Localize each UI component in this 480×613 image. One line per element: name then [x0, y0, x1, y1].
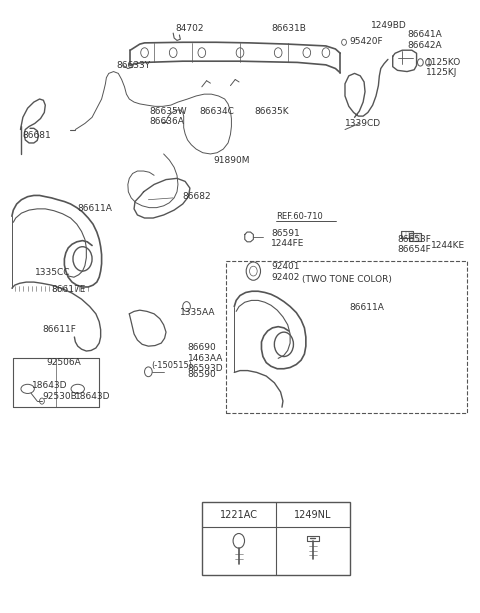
Text: 86642A: 86642A	[407, 41, 442, 50]
Text: 86590: 86590	[188, 370, 216, 379]
Text: 1335AA: 1335AA	[180, 308, 216, 317]
Text: 86654F: 86654F	[397, 245, 431, 254]
Text: (TWO TONE COLOR): (TWO TONE COLOR)	[302, 275, 392, 284]
Text: 92506A: 92506A	[47, 358, 82, 367]
Text: 1339CD: 1339CD	[345, 119, 381, 128]
Text: 86617E: 86617E	[51, 285, 86, 294]
Bar	[202, 502, 350, 575]
Text: 92401: 92401	[271, 262, 300, 272]
Text: 86593D: 86593D	[188, 364, 223, 373]
Text: 84702: 84702	[176, 25, 204, 33]
Text: 1249NL: 1249NL	[294, 510, 332, 520]
Text: 1335CC: 1335CC	[35, 268, 70, 278]
Text: 1249BD: 1249BD	[371, 21, 407, 30]
Text: 1125KO: 1125KO	[426, 58, 461, 67]
Text: 86653F: 86653F	[397, 235, 432, 244]
Text: 1244FE: 1244FE	[271, 239, 304, 248]
Text: 95420F: 95420F	[350, 37, 384, 45]
Text: (-150515): (-150515)	[152, 360, 192, 370]
Text: 86635W: 86635W	[149, 107, 187, 116]
Text: 86611F: 86611F	[42, 324, 76, 333]
Text: 92530B: 92530B	[42, 392, 77, 401]
Text: 86636A: 86636A	[149, 117, 184, 126]
Text: 1463AA: 1463AA	[188, 354, 223, 363]
Text: 86591: 86591	[271, 229, 300, 238]
Text: 86635K: 86635K	[254, 107, 289, 116]
Text: 86633Y: 86633Y	[116, 61, 150, 70]
Text: 92402: 92402	[271, 273, 300, 282]
Text: 18643D: 18643D	[33, 381, 68, 390]
Text: 1244KE: 1244KE	[431, 241, 465, 250]
Text: 1221AC: 1221AC	[220, 510, 258, 520]
Text: 86690: 86690	[188, 343, 216, 352]
Text: 86634C: 86634C	[199, 107, 234, 116]
Text: 86631B: 86631B	[271, 25, 306, 33]
Text: 86681: 86681	[23, 131, 52, 140]
Text: 18643D: 18643D	[75, 392, 111, 401]
Text: 86611A: 86611A	[350, 303, 384, 312]
Text: 91890M: 91890M	[214, 156, 250, 164]
Text: 86641A: 86641A	[407, 31, 442, 39]
Text: 86682: 86682	[183, 192, 211, 201]
Text: 1125KJ: 1125KJ	[426, 68, 457, 77]
Text: 86611A: 86611A	[78, 204, 113, 213]
Text: REF.60-710: REF.60-710	[276, 211, 323, 221]
